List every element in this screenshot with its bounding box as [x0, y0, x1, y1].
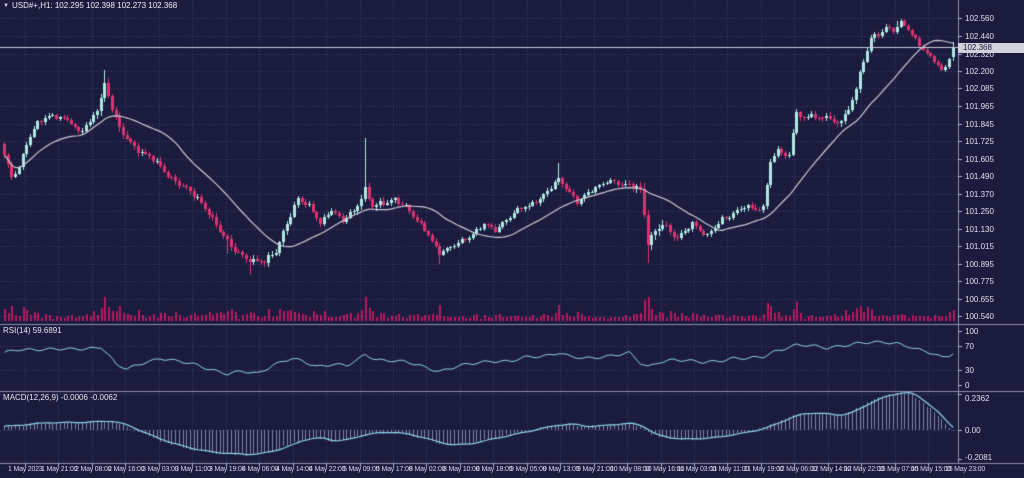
- time-axis-label: 8 May 10:00: [443, 466, 480, 473]
- price-axis-label: 101.965: [965, 102, 994, 111]
- symbol-dropdown-icon[interactable]: ▼: [3, 2, 9, 9]
- time-axis-label: 4 May 22:00: [309, 466, 346, 473]
- time-axis-label: 4 May 06:00: [242, 466, 279, 473]
- rsi-axis-label: 70: [965, 342, 974, 351]
- time-axis-label: 3 May 19:00: [209, 466, 246, 473]
- price-axis-label: 102.085: [965, 84, 994, 93]
- symbol-ohlc-title: USD#+,H1: 102.295 102.398 102.273 102.36…: [11, 1, 178, 10]
- time-axis-label: 10 May 08:00: [610, 466, 651, 473]
- price-axis-label: 100.540: [965, 312, 994, 321]
- price-axis-label: 102.440: [965, 32, 994, 41]
- price-axis[interactable]: 102.368 102.560 102.440 102.320 102.200 102.…: [958, 0, 1024, 463]
- time-axis-label: 1 May 2023: [8, 466, 43, 473]
- time-axis-label: 1 May 21:00: [41, 466, 78, 473]
- price-axis-label: 102.560: [965, 14, 994, 23]
- time-axis-label: 2 May 16:00: [108, 466, 145, 473]
- macd-indicator-label: MACD(12,26,9) -0.0006 -0.0062: [3, 393, 118, 402]
- time-axis-label: 12 May 06:00: [777, 466, 818, 473]
- macd-axis-label: 0.2362: [965, 394, 990, 403]
- price-axis-label: 102.200: [965, 67, 994, 76]
- price-axis-label: 101.370: [965, 190, 994, 199]
- time-axis-label: 8 May 02:00: [409, 466, 446, 473]
- time-axis-label: 8 May 18:00: [476, 466, 513, 473]
- time-axis-label: 5 May 17:00: [376, 466, 413, 473]
- time-axis-label: 15 May 15:00: [911, 466, 952, 473]
- time-axis-label: 4 May 14:00: [276, 466, 313, 473]
- price-axis-label: 101.250: [965, 207, 994, 216]
- chart-title: ▼ USD#+,H1: 102.295 102.398 102.273 102.…: [3, 1, 177, 10]
- time-axis-label: 9 May 21:00: [577, 466, 614, 473]
- price-axis-label: 101.845: [965, 120, 994, 129]
- macd-axis-label: 0.00: [965, 426, 981, 435]
- time-axis-label: 11 May 03:00: [677, 466, 717, 473]
- price-axis-label: 101.015: [965, 242, 994, 251]
- macd-axis-label: -0.2081: [965, 453, 993, 462]
- price-axis-label: 100.655: [965, 295, 994, 304]
- price-axis-label: 101.130: [965, 225, 994, 234]
- rsi-axis-label: 30: [965, 366, 974, 375]
- time-axis-label: 2 May 08:00: [75, 466, 112, 473]
- price-axis-label: 100.895: [965, 260, 994, 269]
- price-axis-label: 100.775: [965, 277, 994, 286]
- time-axis-label: 11 May 11:00: [710, 466, 749, 473]
- time-axis[interactable]: 1 May 2023 1 May 21:00 2 May 08:00 2 May 16…: [0, 463, 1024, 478]
- price-axis-label: 101.605: [965, 155, 994, 164]
- rsi-axis-label: 0: [965, 381, 970, 390]
- time-axis-label: 15 May 23:00: [945, 466, 986, 473]
- time-axis-label: 10 May 16:00: [644, 466, 685, 473]
- time-axis-label: 9 May 05:00: [510, 466, 547, 473]
- rsi-axis-label: 100: [965, 327, 979, 336]
- time-axis-label: 9 May 13:00: [543, 466, 580, 473]
- time-axis-label: 11 May 19:00: [744, 466, 784, 473]
- current-price-tag: 102.368: [958, 42, 1024, 53]
- rsi-indicator-label: RSI(14) 59.6891: [3, 326, 62, 335]
- time-axis-label: 5 May 09:00: [343, 466, 380, 473]
- time-axis-label: 15 May 07:00: [878, 466, 919, 473]
- time-axis-label: 12 May 14:00: [811, 466, 852, 473]
- time-axis-label: 12 May 22:00: [844, 466, 885, 473]
- price-axis-label: 101.490: [965, 172, 994, 181]
- price-axis-label: 102.320: [965, 50, 994, 59]
- price-axis-label: 101.725: [965, 137, 994, 146]
- time-axis-label: 3 May 03:00: [142, 466, 179, 473]
- time-axis-label: 3 May 11:00: [175, 466, 211, 473]
